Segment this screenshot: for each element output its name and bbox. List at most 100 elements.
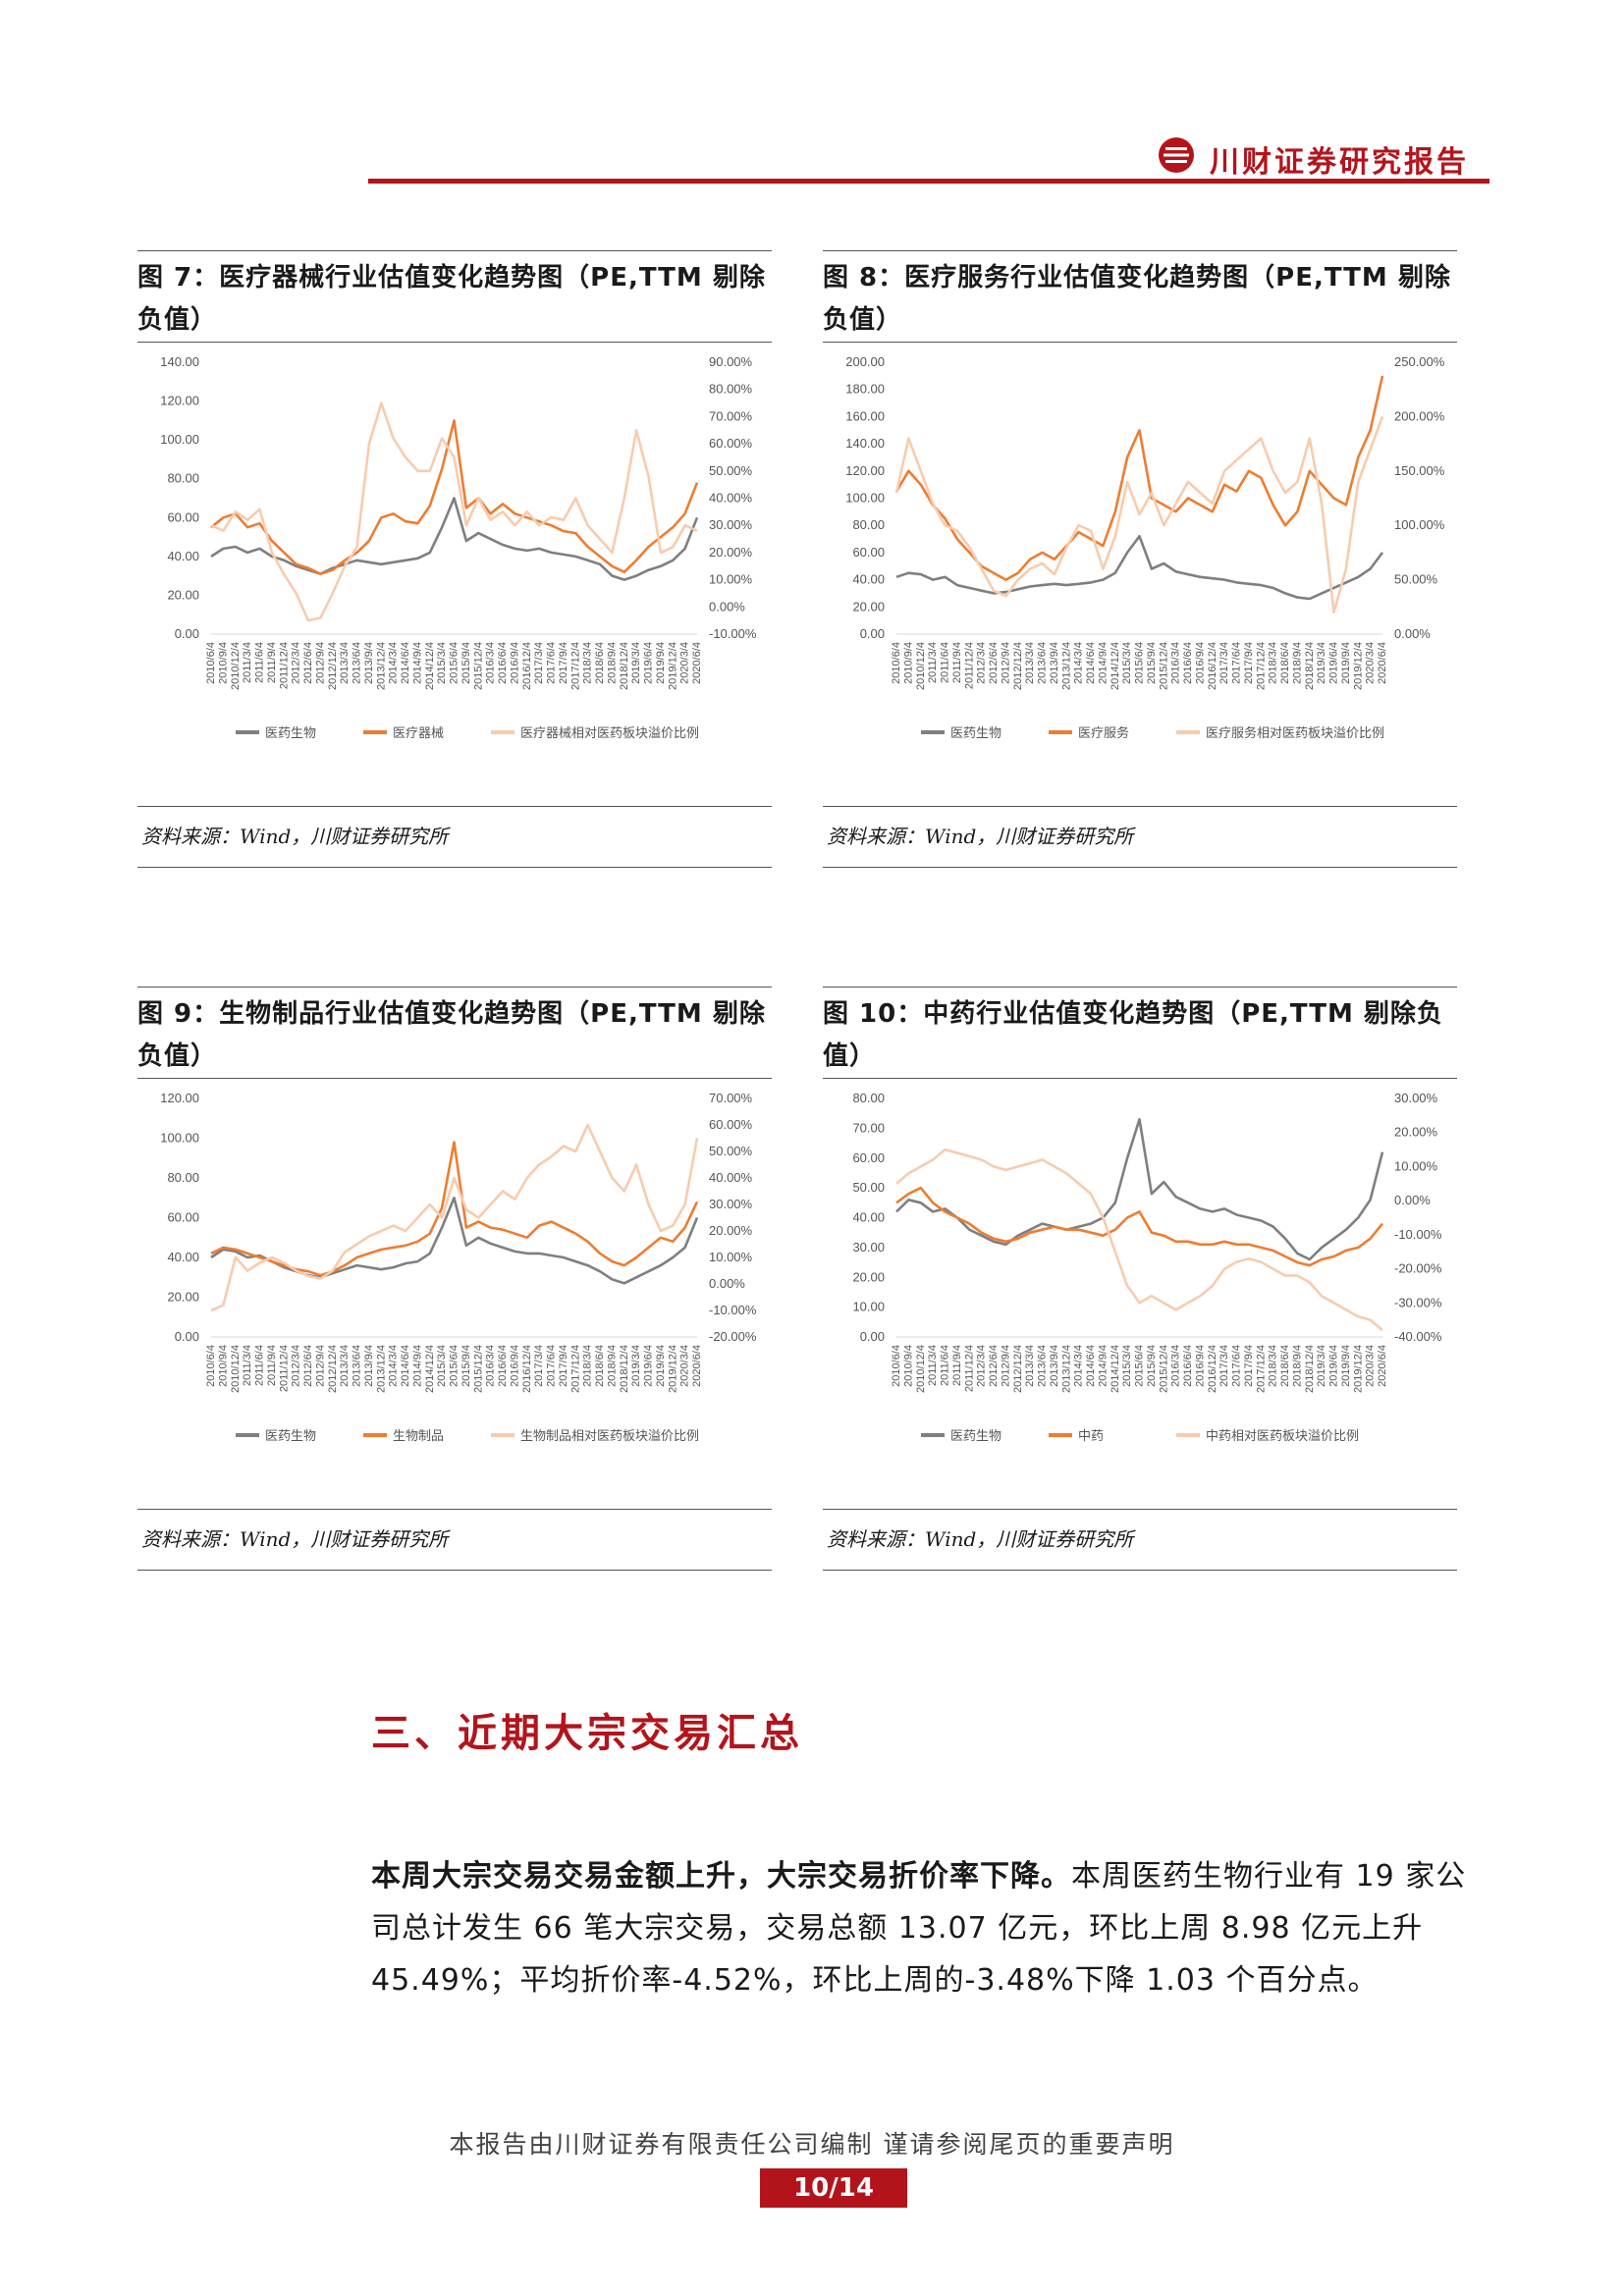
x-tick-label: 2016/12/4 bbox=[1207, 642, 1218, 690]
x-tick-label: 2015/3/4 bbox=[436, 642, 448, 684]
y-left-tick-label: 0.00 bbox=[860, 1329, 885, 1344]
y-left-tick-label: 60.00 bbox=[852, 545, 885, 560]
x-tick-label: 2020/3/4 bbox=[1365, 1345, 1377, 1387]
legend-label: 医药生物 bbox=[265, 725, 316, 740]
x-tick-label: 2019/3/4 bbox=[1316, 1345, 1327, 1387]
x-tick-label: 2013/3/4 bbox=[339, 1345, 351, 1387]
x-tick-label: 2020/6/4 bbox=[691, 1345, 703, 1387]
figure-source: 资料来源：Wind，川财证券研究所 bbox=[823, 1509, 1457, 1571]
summary-paragraph: 本周大宗交易交易金额上升，大宗交易折价率下降。本周医药生物行业有 19 家公司总… bbox=[371, 1850, 1489, 2006]
y-right-tick-label: 90.00% bbox=[709, 354, 753, 369]
y-left-tick-label: 120.00 bbox=[160, 394, 199, 408]
y-left-tick-label: 120.00 bbox=[845, 463, 885, 478]
y-right-tick-label: 50.00% bbox=[1394, 572, 1438, 587]
x-tick-label: 2012/9/4 bbox=[314, 1345, 326, 1387]
y-left-tick-label: 100.00 bbox=[845, 491, 885, 506]
line-chart: 0.00 10.00 20.00 30.00 40.00 50.00 60.00 70.00 8… bbox=[852, 1091, 1442, 1443]
y-right-tick-label: 30.00% bbox=[709, 517, 753, 532]
x-tick-label: 2018/9/4 bbox=[1291, 1345, 1303, 1387]
x-tick-label: 2011/3/4 bbox=[242, 642, 253, 683]
y-left-tick-label: 30.00 bbox=[852, 1240, 885, 1255]
x-tick-label: 2012/3/4 bbox=[291, 642, 302, 684]
x-tick-label: 2012/6/4 bbox=[988, 1345, 1000, 1387]
x-tick-label: 2015/12/4 bbox=[1158, 1345, 1169, 1393]
y-right-tick-label: -20.00% bbox=[1394, 1261, 1442, 1276]
y-right-tick-label: 0.00% bbox=[709, 599, 745, 614]
x-tick-label: 2016/3/4 bbox=[485, 642, 497, 684]
x-tick-label: 2015/12/4 bbox=[472, 1345, 484, 1393]
series-line-2 bbox=[895, 1186, 1384, 1267]
x-tick-label: 2015/6/4 bbox=[1134, 1345, 1146, 1387]
x-tick-label: 2011/12/4 bbox=[278, 642, 290, 689]
x-tick-label: 2010/9/4 bbox=[217, 1345, 229, 1387]
x-tick-label: 2018/3/4 bbox=[582, 642, 594, 684]
figure-title: 图 10：中药行业估值变化趋势图（PE,TTM 剔除负值） bbox=[823, 999, 1443, 1071]
x-tick-label: 2016/12/4 bbox=[1207, 1345, 1218, 1393]
y-left-tick-label: 80.00 bbox=[167, 1170, 199, 1185]
x-tick-label: 2014/12/4 bbox=[1110, 642, 1121, 690]
y-left-tick-label: 140.00 bbox=[845, 436, 885, 451]
legend-label: 生物制品 bbox=[393, 1428, 444, 1443]
y-right-tick-label: 10.00% bbox=[709, 572, 753, 587]
y-right-tick-label: 20.00% bbox=[709, 1223, 753, 1238]
x-tick-label: 2016/6/4 bbox=[1182, 642, 1194, 684]
x-tick-label: 2010/6/4 bbox=[205, 1345, 217, 1387]
x-tick-label: 2013/3/4 bbox=[1024, 642, 1036, 684]
x-tick-label: 2018/9/4 bbox=[1291, 642, 1303, 684]
paragraph-lead: 本周大宗交易交易金额上升，大宗交易折价率下降。 bbox=[371, 1859, 1071, 1894]
x-tick-label: 2017/12/4 bbox=[569, 1345, 581, 1393]
y-right-tick-label: 30.00% bbox=[709, 1197, 753, 1211]
company-logo-icon bbox=[1159, 137, 1194, 173]
y-left-tick-label: 20.00 bbox=[852, 599, 885, 614]
y-right-tick-label: 10.00% bbox=[709, 1250, 753, 1264]
x-tick-label: 2015/12/4 bbox=[1158, 642, 1169, 690]
x-tick-label: 2012/12/4 bbox=[1012, 1345, 1024, 1393]
x-tick-label: 2019/9/4 bbox=[655, 642, 667, 684]
y-right-tick-label: -10.00% bbox=[709, 1303, 757, 1317]
x-tick-label: 2019/3/4 bbox=[630, 642, 642, 684]
x-tick-label: 2010/6/4 bbox=[891, 1345, 902, 1387]
x-tick-label: 2013/3/4 bbox=[339, 642, 351, 684]
x-tick-label: 2012/3/4 bbox=[976, 1345, 988, 1387]
x-tick-label: 2018/3/4 bbox=[582, 1345, 594, 1387]
y-left-tick-label: 10.00 bbox=[852, 1300, 885, 1314]
series-line-1 bbox=[210, 1197, 699, 1285]
x-tick-label: 2017/9/4 bbox=[558, 1345, 569, 1387]
legend-label: 医疗服务 bbox=[1078, 725, 1129, 740]
y-right-tick-label: 0.00% bbox=[1394, 1193, 1431, 1207]
x-tick-label: 2015/9/4 bbox=[1146, 642, 1158, 684]
x-tick-label: 2013/9/4 bbox=[1049, 1345, 1060, 1387]
series-line-3 bbox=[894, 415, 1384, 614]
series-line-3 bbox=[210, 1123, 699, 1312]
chart-area: 0.00 10.00 20.00 30.00 40.00 50.00 60.00 70.00 8… bbox=[823, 1078, 1457, 1509]
x-tick-label: 2017/3/4 bbox=[533, 642, 545, 684]
section-title: 三、近期大宗交易汇总 bbox=[371, 1710, 803, 1756]
x-tick-label: 2014/12/4 bbox=[1110, 1345, 1121, 1393]
x-tick-label: 2012/12/4 bbox=[327, 1345, 339, 1393]
x-tick-label: 2016/6/4 bbox=[1182, 1345, 1194, 1387]
x-tick-label: 2018/12/4 bbox=[619, 642, 630, 690]
y-left-tick-label: 40.00 bbox=[167, 549, 199, 563]
x-tick-label: 2013/12/4 bbox=[375, 642, 387, 690]
chart-area: 0.00 20.00 40.00 60.00 80.00 100.00 120.00 140.… bbox=[137, 342, 772, 806]
x-tick-label: 2011/6/4 bbox=[940, 1345, 951, 1386]
y-right-tick-label: 50.00% bbox=[709, 463, 753, 478]
y-left-tick-label: 100.00 bbox=[160, 432, 199, 447]
x-tick-label: 2019/6/4 bbox=[643, 642, 655, 684]
x-tick-label: 2016/9/4 bbox=[1194, 1345, 1206, 1387]
x-tick-label: 2011/12/4 bbox=[278, 1345, 290, 1392]
y-left-tick-label: 20.00 bbox=[852, 1269, 885, 1284]
legend-label: 中药相对医药板块溢价比例 bbox=[1206, 1428, 1359, 1443]
x-tick-label: 2012/9/4 bbox=[1000, 642, 1011, 684]
x-tick-label: 2011/9/4 bbox=[951, 642, 963, 683]
x-tick-label: 2017/12/4 bbox=[1255, 642, 1267, 690]
x-tick-label: 2014/3/4 bbox=[388, 1345, 400, 1387]
x-tick-label: 2014/9/4 bbox=[1097, 1345, 1109, 1387]
page-number: 10/14 bbox=[760, 2168, 907, 2208]
y-right-tick-label: 40.00% bbox=[709, 491, 753, 506]
x-tick-label: 2011/6/4 bbox=[254, 1345, 266, 1386]
x-tick-label: 2017/6/4 bbox=[546, 1345, 558, 1387]
x-tick-label: 2011/6/4 bbox=[940, 642, 951, 683]
x-tick-label: 2015/9/4 bbox=[1146, 1345, 1158, 1387]
x-tick-label: 2010/12/4 bbox=[915, 1345, 927, 1393]
